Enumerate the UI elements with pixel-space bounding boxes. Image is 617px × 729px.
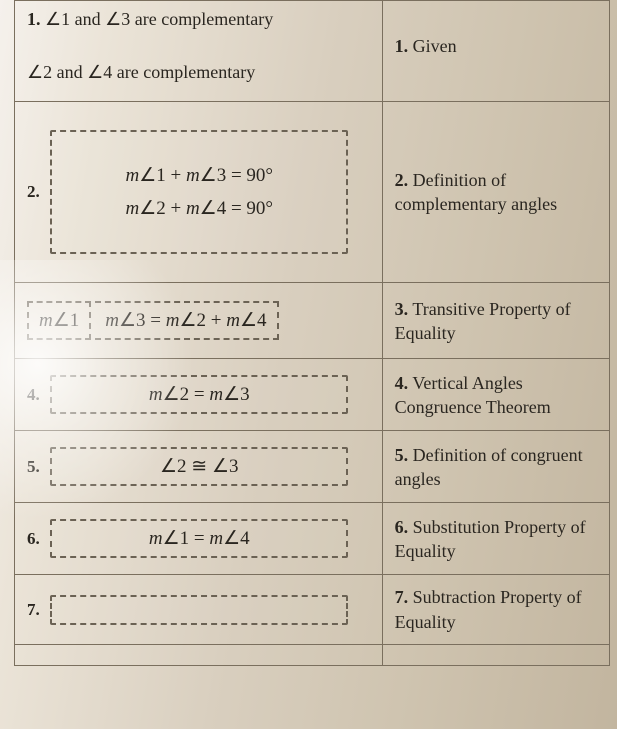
reason-text: Vertical Angles Congruence Theorem [395,373,551,417]
answer-box[interactable]: m∠1 = m∠4 [50,519,348,558]
reason-number: 7. [395,587,409,607]
reason-text: Substitution Property of Equality [395,517,586,561]
table-row [15,644,610,665]
table-row: 4. m∠2 = m∠3 4. Vertical Angles Congruen… [15,359,610,431]
step-number: 4. [27,385,40,405]
reason-cell [382,644,609,665]
table-row: 5. ∠2 ≅ ∠3 5. Definition of congruent an… [15,431,610,503]
reason-text: Subtraction Property of Equality [395,587,582,631]
step-number: 2. [27,182,40,202]
reason-cell: 5. Definition of congruent angles [382,431,609,503]
reason-number: 2. [395,170,409,190]
equation-text: m∠2 = m∠3 [149,384,250,405]
reason-number: 4. [395,373,409,393]
reason-cell: 7. Subtraction Property of Equality [382,575,609,645]
table-row: 6. m∠1 = m∠4 6. Substitution Property of… [15,503,610,575]
answer-box[interactable] [50,595,348,625]
table-row: m∠1 m∠3 = m∠2 + m∠4 3. Transitive Proper… [15,283,610,359]
equation-text: ∠2 ≅ ∠3 [160,456,239,477]
reason-cell: 2. Definition of complementary angles [382,102,609,283]
step-number: 1. [27,9,41,29]
answer-box-fragment[interactable]: m∠1 [27,301,91,340]
step-number: 7. [27,600,40,620]
reason-cell: 3. Transitive Property of Equality [382,283,609,359]
statement-cell: 6. m∠1 = m∠4 [15,503,383,575]
reason-text: Definition of congruent angles [395,445,583,489]
answer-box[interactable]: m∠3 = m∠2 + m∠4 [95,301,278,340]
equation-text: m∠2 + m∠4 = 90° [64,197,334,220]
reason-cell: 6. Substitution Property of Equality [382,503,609,575]
equation-text: m∠3 = m∠2 + m∠4 [105,310,266,331]
reason-number: 6. [395,517,409,537]
table-row: 7. 7. Subtraction Property of Equality [15,575,610,645]
table-row: 2. m∠1 + m∠3 = 90° m∠2 + m∠4 = 90° 2. De… [15,102,610,283]
reason-text: Given [413,36,457,56]
statement-cell: m∠1 m∠3 = m∠2 + m∠4 [15,283,383,359]
answer-box[interactable]: m∠1 + m∠3 = 90° m∠2 + m∠4 = 90° [50,130,348,254]
equation-text: m∠1 [39,310,79,331]
equation-text: m∠1 = m∠4 [149,528,250,549]
answer-box[interactable]: m∠2 = m∠3 [50,375,348,414]
step-number: 5. [27,457,40,477]
statement-cell [15,644,383,665]
table-row: 1. ∠1 and ∠3 are complementary ∠2 and ∠4… [15,1,610,102]
proof-table: 1. ∠1 and ∠3 are complementary ∠2 and ∠4… [14,0,610,666]
step-number: 6. [27,529,40,549]
reason-cell: 4. Vertical Angles Congruence Theorem [382,359,609,431]
reason-text: Definition of complementary angles [395,170,557,214]
reason-number: 3. [395,299,409,319]
reason-number: 5. [395,445,409,465]
statement-cell: 7. [15,575,383,645]
equation-text: m∠1 + m∠3 = 90° [64,164,334,187]
reason-text: Transitive Property of Equality [395,299,571,343]
statement-cell: 5. ∠2 ≅ ∠3 [15,431,383,503]
statement-text: ∠2 and ∠4 are complementary [27,62,255,82]
worksheet-page: 1. ∠1 and ∠3 are complementary ∠2 and ∠4… [0,0,617,729]
reason-number: 1. [395,36,409,56]
statement-text: ∠1 and ∠3 are complementary [45,9,273,29]
statement-cell: 2. m∠1 + m∠3 = 90° m∠2 + m∠4 = 90° [15,102,383,283]
reason-cell: 1. Given [382,1,609,102]
statement-cell: 4. m∠2 = m∠3 [15,359,383,431]
statement-cell: 1. ∠1 and ∠3 are complementary ∠2 and ∠4… [15,1,383,102]
answer-box[interactable]: ∠2 ≅ ∠3 [50,447,348,486]
